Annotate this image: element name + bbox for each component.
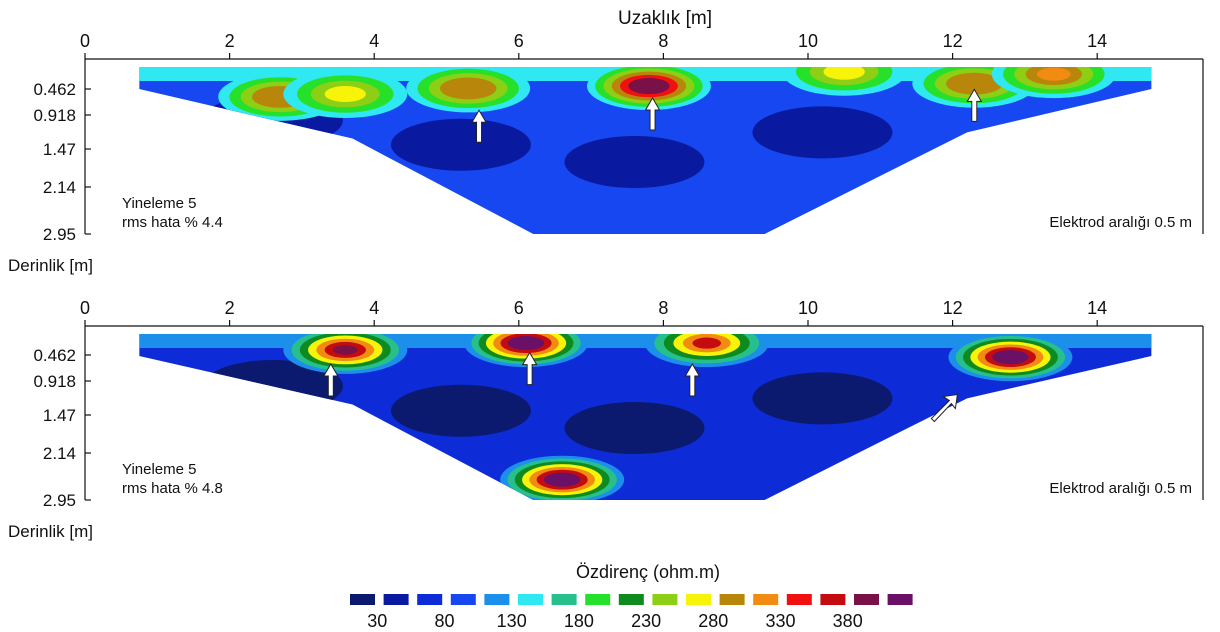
y-tick-label: 0.462 (33, 80, 76, 99)
high-resistivity-anomaly (586, 67, 711, 111)
x-tick-label: 10 (798, 298, 818, 318)
legend-tick-label: 30 (367, 611, 387, 631)
bottom-section-panel: 0 2 4 6 8 10 12 14 0.462 0.918 1.47 2.14 2.95 Derinli… (8, 298, 1204, 541)
low-resistivity-zone (390, 384, 531, 437)
section-body (139, 334, 1152, 500)
legend-swatch (618, 594, 644, 605)
legend-swatch (551, 594, 577, 605)
electrode-spacing-label: Elektrod aralığı 0.5 m (1049, 480, 1192, 497)
legend-tick-label: 380 (833, 611, 863, 631)
anomaly-arrow (644, 96, 661, 131)
iteration-label: Yineleme 5 (122, 461, 197, 478)
high-resistivity-anomaly (782, 67, 907, 96)
legend-swatch (719, 594, 745, 605)
y-tick-label: 1.47 (43, 140, 76, 159)
x-tick-label: 12 (943, 31, 963, 51)
y-tick-label: 0.918 (33, 372, 76, 391)
x-tick-label: 10 (798, 31, 818, 51)
x-tick-label: 2 (225, 298, 235, 318)
top-section-panel: 0 2 4 6 8 10 12 14 0.462 0.918 1.47 2.14 2.95 Derinli… (8, 31, 1204, 275)
legend-swatch (484, 594, 510, 605)
x-tick-label: 2 (225, 31, 235, 51)
x-tick-label: 0 (80, 31, 90, 51)
high-resistivity-anomaly (991, 67, 1116, 99)
y-axis-title: Derinlik [m] (8, 256, 93, 275)
low-resistivity-zone (752, 372, 893, 425)
y-tick-label: 2.14 (43, 178, 76, 197)
low-resistivity-zone (752, 106, 893, 159)
y-tick-label: 2.95 (43, 225, 76, 244)
x-tick-label: 8 (658, 31, 668, 51)
y-tick-label: 2.14 (43, 444, 76, 463)
x-tick-label: 14 (1087, 298, 1107, 318)
low-resistivity-zone (390, 118, 531, 171)
x-tick-label: 6 (514, 298, 524, 318)
low-resistivity-zone (564, 136, 705, 189)
high-resistivity-anomaly (283, 334, 408, 374)
legend-title: Özdirenç (ohm.m) (576, 562, 720, 582)
legend-tick-label: 330 (765, 611, 795, 631)
x-tick-label: 0 (80, 298, 90, 318)
legend-tick-label: 280 (698, 611, 728, 631)
legend-swatch (383, 594, 409, 605)
x-tick-label: 14 (1087, 31, 1107, 51)
high-resistivity-anomaly (644, 334, 769, 368)
anomaly-arrow (521, 351, 538, 386)
legend-swatch (686, 594, 711, 605)
legend-swatch (450, 594, 476, 605)
legend-swatch (652, 594, 678, 605)
legend-swatch (854, 594, 879, 605)
low-resistivity-zone (564, 402, 705, 455)
legend-swatch (585, 594, 611, 605)
legend-swatch (518, 594, 543, 605)
legend-swatch (350, 594, 375, 605)
legend-swatch (820, 594, 846, 605)
anomaly-arrow (322, 362, 339, 397)
top-x-axis-title: Uzaklık [m] (618, 8, 712, 29)
x-tick-label: 4 (369, 31, 379, 51)
x-tick-label: 4 (369, 298, 379, 318)
colour-legend: 30 80 130 180 230 280 330 380 (350, 594, 913, 631)
anomaly-arrow (471, 109, 487, 143)
x-tick-label: 8 (658, 298, 668, 318)
axes: 0 2 4 6 8 10 12 14 0.462 0.918 1.47 2.14 2.95 (33, 31, 1204, 244)
high-resistivity-anomaly (464, 334, 589, 368)
high-resistivity-anomaly (500, 455, 625, 500)
y-tick-label: 1.47 (43, 406, 76, 425)
y-tick-label: 2.95 (43, 491, 76, 510)
legend-swatch (887, 594, 913, 605)
anomaly-arrow (684, 362, 701, 397)
legend-tick-label: 130 (497, 611, 527, 631)
x-tick-label: 12 (943, 298, 963, 318)
rms-error-label: rms hata % 4.4 (122, 214, 223, 231)
anomaly-arrow (966, 88, 983, 122)
electrode-spacing-label: Elektrod aralığı 0.5 m (1049, 214, 1192, 231)
iteration-label: Yineleme 5 (122, 195, 197, 212)
high-resistivity-anomaly (948, 334, 1073, 382)
x-tick-label: 6 (514, 31, 524, 51)
legend-tick-label: 230 (631, 611, 661, 631)
rms-error-label: rms hata % 4.8 (122, 480, 223, 497)
legend-swatch (786, 594, 812, 605)
legend-tick-label: 180 (564, 611, 594, 631)
y-axis-title: Derinlik [m] (8, 522, 93, 541)
anomaly-arrow (930, 393, 958, 423)
axes: 0 2 4 6 8 10 12 14 0.462 0.918 1.47 2.14 2.95 (33, 298, 1204, 510)
high-resistivity-anomaly (283, 70, 408, 119)
legend-tick-label: 80 (434, 611, 454, 631)
legend-swatch (417, 594, 443, 605)
y-tick-label: 0.462 (33, 346, 76, 365)
high-resistivity-anomaly (406, 67, 531, 113)
legend-swatch (753, 594, 779, 605)
y-tick-label: 0.918 (33, 106, 76, 125)
section-body (139, 67, 1152, 234)
